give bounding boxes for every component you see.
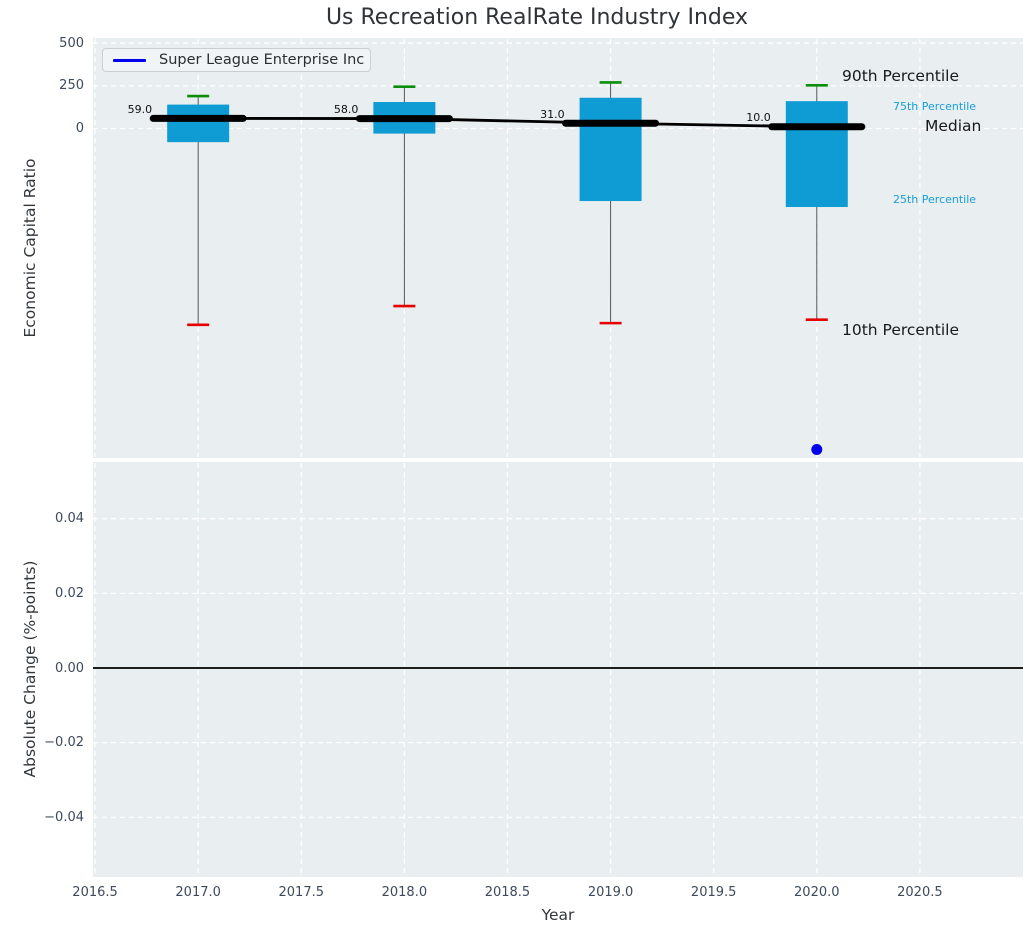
bottom-y-tick-label: −0.02 bbox=[44, 735, 84, 751]
median-value-label-2017: 59.0 bbox=[127, 102, 153, 116]
x-tick-label: 2019.5 bbox=[690, 885, 737, 900]
x-tick-label: 2019.0 bbox=[587, 885, 634, 900]
percentile-label-90th-percentile: 90th Percentile bbox=[842, 67, 960, 85]
x-tick-label: 2020.5 bbox=[897, 885, 943, 900]
top-y-tick-label: 250 bbox=[59, 78, 84, 94]
box-2020 bbox=[785, 101, 848, 208]
legend-label: Super League Enterprise Inc bbox=[159, 52, 365, 68]
box-2019 bbox=[579, 97, 642, 202]
x-tick-label: 2017.0 bbox=[175, 885, 221, 900]
percentile-label-10th-percentile: 10th Percentile bbox=[842, 321, 960, 339]
bottom-y-tick-label: 0.02 bbox=[55, 585, 84, 601]
x-tick-label: 2018.0 bbox=[381, 885, 428, 900]
x-tick-label: 2017.5 bbox=[278, 885, 325, 900]
median-value-label-2018: 58.0 bbox=[333, 103, 359, 117]
bottom-y-tick-label: 0.04 bbox=[55, 511, 84, 527]
percentile-label-25th-percentile: 25th Percentile bbox=[893, 193, 977, 206]
box-2017 bbox=[167, 104, 230, 143]
percentile-label-median: Median bbox=[925, 117, 982, 135]
top-y-tick-label: 0 bbox=[75, 120, 84, 136]
chart-title: Us Recreation RealRate Industry Index bbox=[325, 5, 749, 30]
top-axes bbox=[93, 38, 1023, 458]
median-trend-line bbox=[198, 117, 817, 129]
x-tick-label: 2016.5 bbox=[72, 885, 118, 900]
median-value-label-2020: 10.0 bbox=[746, 111, 771, 125]
legend-line-sample bbox=[113, 58, 146, 62]
bottom-y-tick-label: 0.00 bbox=[55, 660, 84, 676]
company-point bbox=[811, 443, 823, 455]
top-y-axis-label: Economic Capital Ratio bbox=[21, 158, 39, 338]
legend: Super League Enterprise Inc bbox=[102, 48, 371, 72]
top-y-tick-label: 500 bbox=[59, 35, 84, 51]
x-tick-label: 2018.5 bbox=[484, 885, 531, 900]
median-value-label-2019: 31.0 bbox=[540, 107, 565, 121]
percentile-label-75th-percentile: 75th Percentile bbox=[893, 100, 977, 113]
x-tick-label: 2020.0 bbox=[794, 885, 840, 900]
x-axis-label: Year bbox=[541, 906, 575, 924]
bottom-y-tick-label: −0.04 bbox=[44, 809, 84, 825]
bottom-axes bbox=[93, 462, 1023, 877]
